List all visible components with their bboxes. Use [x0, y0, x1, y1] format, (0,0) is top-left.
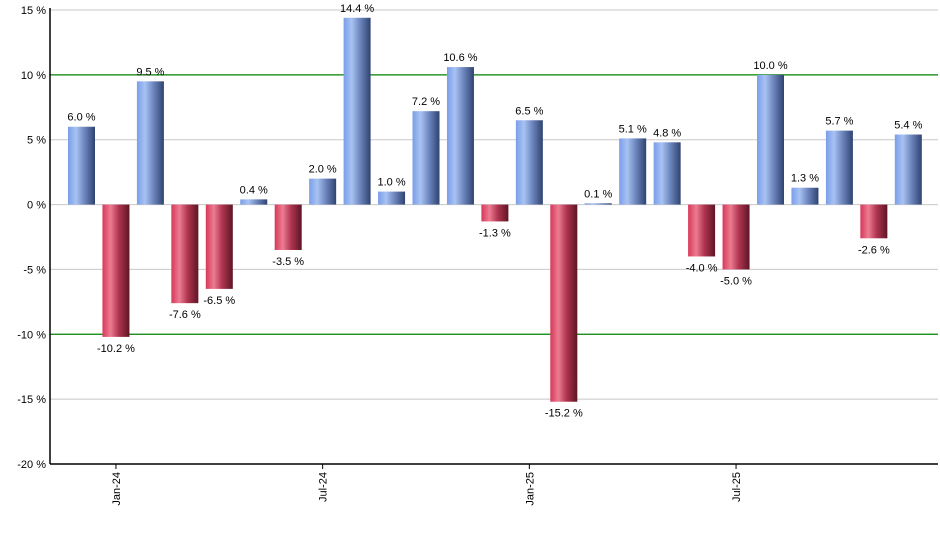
bar-Dec-23 — [68, 126, 95, 205]
bar-Jun-25 — [688, 204, 716, 257]
y-tick-label: -20 % — [17, 459, 46, 471]
x-tick-label: Jul-25 — [731, 472, 743, 502]
y-tick-label: 5 % — [27, 135, 46, 147]
data-label: -3.5 % — [272, 256, 304, 268]
data-label: -5.0 % — [720, 275, 752, 287]
data-label: 10.0 % — [753, 60, 787, 72]
data-label: -2.6 % — [858, 244, 890, 256]
data-label: 9.5 % — [136, 66, 164, 78]
bar-Oct-24 — [412, 111, 440, 205]
bar-Dec-24 — [481, 204, 509, 222]
bar-Jun-24 — [274, 204, 302, 250]
x-tick-label: Jul-24 — [318, 472, 330, 502]
data-label: -10.2 % — [97, 343, 135, 355]
y-tick-label: -15 % — [17, 394, 46, 406]
data-label: -15.2 % — [545, 408, 583, 420]
y-tick-label: 0 % — [27, 200, 46, 212]
data-label: 6.5 % — [515, 105, 543, 117]
data-label: 7.2 % — [412, 96, 440, 108]
bar-Sep-24 — [378, 191, 406, 205]
data-label: 10.6 % — [443, 52, 477, 64]
data-label: 5.7 % — [825, 116, 853, 128]
bar-Jul-25 — [722, 204, 750, 270]
data-label: 1.0 % — [377, 177, 405, 189]
data-label: 5.1 % — [619, 123, 647, 135]
y-tick-label: 10 % — [21, 70, 46, 82]
bar-Sep-25 — [791, 187, 819, 205]
x-tick-label: Jan-24 — [111, 472, 123, 506]
bar-Jan-24 — [102, 204, 130, 337]
bar-Mar-25 — [584, 203, 612, 205]
data-label: 4.8 % — [653, 127, 681, 139]
data-label: -7.6 % — [169, 309, 201, 321]
data-label: -1.3 % — [479, 227, 511, 239]
bar-Feb-25 — [550, 204, 578, 402]
bar-Jul-24 — [309, 178, 337, 205]
bar-May-24 — [240, 199, 268, 205]
data-label: 1.3 % — [791, 173, 819, 185]
data-label: 6.0 % — [67, 112, 95, 124]
bar-Dec-25 — [894, 134, 922, 205]
data-label: 0.1 % — [584, 188, 612, 200]
bar-Feb-24 — [136, 81, 164, 205]
bar-Aug-24 — [343, 17, 371, 205]
bar-Mar-24 — [171, 204, 199, 304]
bar-Aug-25 — [757, 74, 784, 205]
y-tick-label: -10 % — [17, 329, 46, 341]
data-label: 14.4 % — [340, 3, 374, 15]
bar-Apr-25 — [619, 138, 647, 205]
data-label: 0.4 % — [240, 184, 268, 196]
x-tick-label: Jan-25 — [524, 472, 536, 506]
data-label: -6.5 % — [203, 295, 235, 307]
data-label: -4.0 % — [686, 262, 718, 274]
bar-Apr-24 — [205, 204, 233, 289]
bar-Nov-25 — [860, 204, 888, 239]
data-label: 5.4 % — [894, 120, 922, 132]
y-tick-label: -5 % — [23, 264, 46, 276]
bar-May-25 — [653, 142, 681, 205]
bar-Jan-25 — [515, 120, 543, 205]
bar-Oct-25 — [825, 130, 853, 205]
data-label: 2.0 % — [309, 164, 337, 176]
bar-Nov-24 — [446, 67, 474, 205]
y-tick-label: 15 % — [21, 5, 46, 17]
